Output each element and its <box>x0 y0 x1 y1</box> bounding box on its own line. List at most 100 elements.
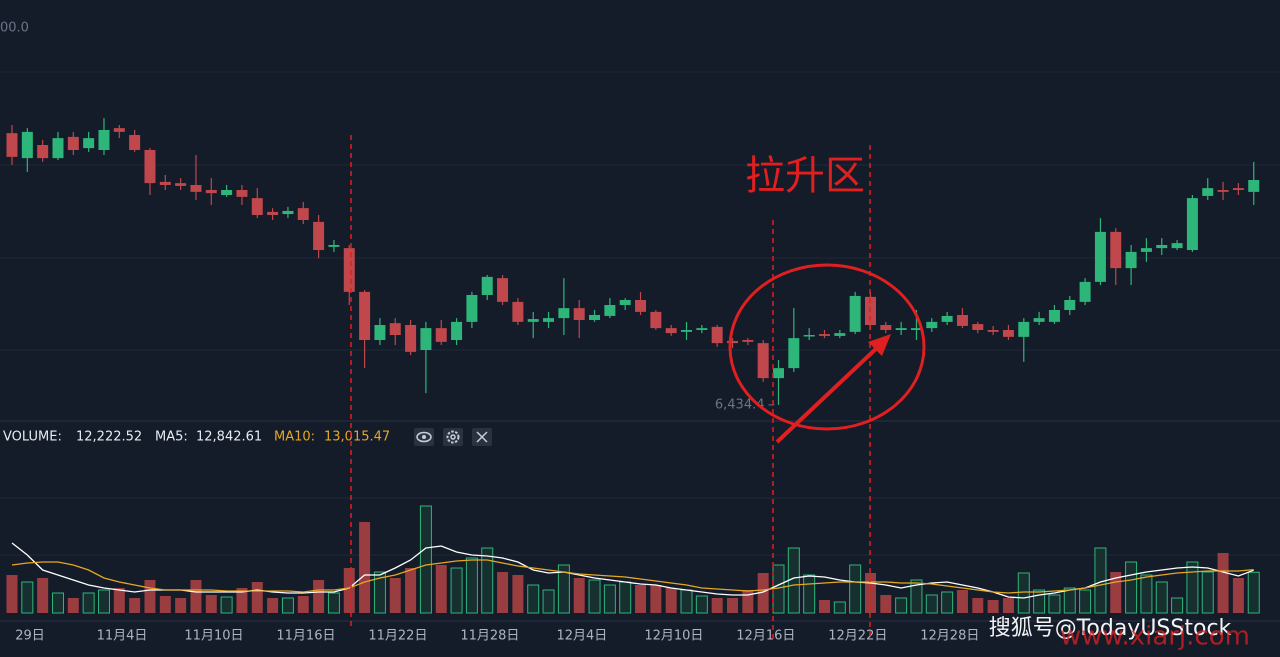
candles: 6,434.4 <box>6 118 1260 412</box>
volume-bar <box>787 547 800 614</box>
candle-body <box>604 305 616 316</box>
volume-bar <box>512 575 524 613</box>
candle-body <box>497 278 509 302</box>
volume-bar <box>1017 572 1030 614</box>
candle-body <box>374 325 386 340</box>
candle-body <box>236 190 248 197</box>
x-tick-label: 12月4日 <box>556 629 607 644</box>
volume-bar <box>297 596 309 613</box>
candle-body <box>6 133 18 157</box>
volume-bar <box>849 564 862 614</box>
candle-body <box>773 368 784 379</box>
close-button[interactable] <box>472 428 492 446</box>
candle-body <box>849 295 861 332</box>
price-axis-label: 00.0 <box>0 21 29 36</box>
candle-body <box>880 325 892 330</box>
volume-bar <box>405 568 417 613</box>
candle-body <box>37 145 49 159</box>
x-tick-label: 12月10日 <box>644 629 703 644</box>
ma-line <box>11 542 1254 599</box>
candle-body <box>466 295 478 322</box>
candle-body <box>757 343 769 379</box>
volume-bar <box>251 582 263 613</box>
candle-body <box>1002 330 1014 337</box>
volume-bar <box>21 581 34 614</box>
candle-body <box>420 328 432 350</box>
volume-bar <box>910 579 923 614</box>
volume-bar <box>542 589 555 614</box>
highlight-label: 拉升区 <box>745 153 865 199</box>
candle-body <box>83 138 95 149</box>
candle-body <box>696 328 708 330</box>
candle-body <box>113 128 125 132</box>
candle-body <box>52 138 64 159</box>
volume-bar <box>1217 553 1229 613</box>
volume-bar <box>82 592 95 614</box>
x-tick-label: 29日 <box>15 629 45 644</box>
candle-body <box>1033 318 1045 322</box>
candle-body <box>1217 190 1229 192</box>
arrow-head <box>868 334 891 356</box>
candle-body <box>205 190 217 194</box>
volume-bar <box>419 505 432 614</box>
volume-bar <box>1063 587 1076 614</box>
volume-bar <box>972 598 984 613</box>
candle-body <box>1094 231 1106 282</box>
candle-body <box>727 340 739 344</box>
candle-body <box>175 183 187 186</box>
x-tick-label: 12月16日 <box>736 629 795 644</box>
volume-bar <box>113 588 125 613</box>
candle-body <box>451 321 463 340</box>
candle-body <box>619 300 631 305</box>
volume-bar <box>757 573 769 613</box>
candle-body <box>435 328 447 342</box>
candle-body <box>834 333 846 336</box>
eye-button[interactable] <box>414 428 434 446</box>
candle-body <box>343 248 355 292</box>
volume-bar <box>727 598 739 613</box>
candle-body <box>313 221 325 250</box>
volume-bar <box>313 580 325 613</box>
candle-body <box>129 135 141 150</box>
volume-bar <box>1186 561 1199 614</box>
volume-bar <box>1247 571 1260 614</box>
volume-bar <box>267 598 279 613</box>
volume-bar <box>1201 571 1214 614</box>
candle-body <box>1064 300 1076 310</box>
settings-button[interactable] <box>443 428 463 446</box>
volume-bar <box>650 585 662 613</box>
legend-value: 13,015.47 <box>324 430 390 445</box>
candle-body <box>328 245 340 247</box>
volume-bar <box>635 585 647 613</box>
volume-bar <box>1079 589 1092 614</box>
candle-body <box>389 323 401 335</box>
volume-bar <box>573 578 585 613</box>
volume-bar <box>603 584 616 614</box>
x-tick-label: 12月22日 <box>828 629 887 644</box>
volume-bar <box>1048 594 1061 614</box>
candle-body <box>895 328 907 330</box>
candle-body <box>359 291 371 340</box>
candle-body <box>803 335 815 337</box>
volume-bar <box>37 578 49 613</box>
candle-body <box>742 340 754 342</box>
arrow <box>775 343 882 444</box>
volume-bar <box>359 522 371 613</box>
candle-body <box>1232 188 1244 190</box>
candle-body <box>21 131 33 159</box>
candle-body <box>1202 188 1214 196</box>
candle-body <box>527 319 539 322</box>
candle-body <box>98 130 110 150</box>
volume-bar <box>220 596 233 614</box>
volume-bar <box>389 578 401 613</box>
candle-body <box>910 328 922 330</box>
candle-body <box>1018 321 1030 337</box>
volume-bar <box>527 584 540 614</box>
volume-bar <box>175 598 187 613</box>
volume-bar <box>190 580 202 613</box>
x-tick-label: 11月10日 <box>184 629 243 644</box>
candle-body <box>926 321 938 329</box>
volume-bar <box>159 596 171 613</box>
